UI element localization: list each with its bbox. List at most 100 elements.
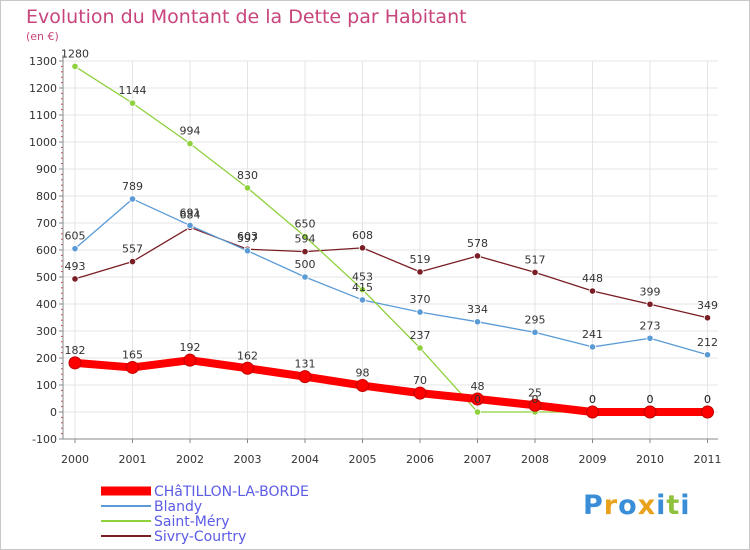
x-tick-label: 2000: [61, 453, 89, 466]
data-label-2: 994: [180, 125, 201, 138]
legend-label-1: Blandy: [154, 499, 202, 515]
data-label-1: 295: [525, 313, 546, 326]
series-point-1: [301, 273, 309, 281]
data-label-3: 399: [640, 285, 661, 298]
series-point-1: [358, 296, 367, 304]
data-label-2: 1144: [119, 84, 147, 97]
series-point-3: [531, 268, 539, 277]
proxiti-logo: Proxiti: [583, 490, 691, 521]
data-label-0: 98: [356, 367, 370, 380]
data-label-3: 608: [352, 229, 373, 242]
series-point-2: [128, 99, 137, 107]
series-point-2: [71, 62, 79, 71]
series-point-3: [703, 314, 712, 322]
logo-letter: i: [680, 490, 691, 521]
y-tick-label: 0: [50, 406, 57, 419]
data-label-1: 212: [697, 336, 718, 349]
data-label-0: 192: [180, 341, 201, 354]
data-label-1: 597: [237, 232, 258, 245]
x-tick-label: 2011: [694, 453, 722, 466]
y-tick-label: 700: [36, 217, 57, 230]
chart-unit-label: (en €): [26, 30, 59, 43]
data-label-2: 0: [589, 393, 596, 406]
series-point-2: [473, 408, 482, 416]
data-label-3: 349: [697, 299, 718, 312]
series-point-3: [71, 275, 79, 283]
y-tick-label: 1100: [29, 109, 57, 122]
data-label-3: 603: [237, 230, 258, 243]
y-tick-label: 1200: [29, 82, 57, 95]
chart-title: Evolution du Montant de la Dette par Hab…: [26, 6, 467, 28]
series-point-3: [301, 248, 309, 256]
x-tick-label: 2008: [521, 453, 549, 466]
series-point-3: [473, 252, 482, 260]
logo-letter: t: [666, 490, 681, 521]
y-tick-label: 200: [36, 352, 57, 365]
data-label-2: 453: [352, 271, 373, 284]
data-label-1: 370: [410, 293, 431, 306]
series-point-0: [183, 353, 197, 367]
data-label-1: 415: [352, 281, 373, 294]
series-point-2: [186, 140, 194, 148]
series-point-2: [358, 286, 367, 294]
data-label-1: 691: [180, 206, 201, 219]
data-label-0: 0: [704, 393, 711, 406]
y-tick-label: 100: [36, 379, 57, 392]
data-label-0: 162: [237, 349, 258, 362]
x-tick-label: 2003: [234, 453, 262, 466]
data-label-3: 684: [180, 208, 201, 221]
grid: [63, 60, 718, 440]
series-point-1: [71, 245, 79, 253]
y-tick-label: 500: [36, 271, 57, 284]
series-point-0: [356, 379, 369, 393]
x-tick-label: 2004: [291, 453, 319, 466]
series-point-1: [703, 351, 712, 359]
series-point-3: [128, 258, 137, 266]
series-line-3: [74, 226, 709, 319]
x-tick-label: 2006: [406, 453, 434, 466]
legend-label-0: CHâTILLON-LA-BORDE: [154, 484, 309, 500]
x-tick-label: 2010: [636, 453, 664, 466]
data-label-1: 605: [65, 230, 86, 243]
series-point-0: [241, 361, 254, 375]
data-label-0: 70: [413, 374, 427, 387]
data-label-0: 131: [295, 358, 316, 371]
data-label-3: 594: [295, 233, 316, 246]
y-tick-label: 900: [36, 163, 57, 176]
y-tick-label: -100: [32, 433, 57, 446]
series-point-0: [298, 370, 312, 384]
data-label-2: 1280: [61, 47, 89, 60]
series-point-3: [358, 244, 367, 252]
series-point-1: [186, 221, 194, 230]
data-label-2: 0: [532, 393, 539, 406]
data-label-0: 182: [65, 344, 86, 357]
data-label-2: 0: [704, 393, 711, 406]
series-point-0: [413, 386, 427, 400]
series-point-2: [416, 344, 424, 352]
x-tick-label: 2007: [464, 453, 492, 466]
y-tick-label: 1300: [29, 55, 57, 68]
series-point-0: [126, 360, 139, 374]
series-line-1: [74, 198, 709, 356]
legend-label-2: Saint-Méry: [154, 514, 230, 530]
series-point-2: [301, 232, 309, 241]
data-label-3: 517: [525, 253, 546, 266]
data-label-1: 789: [122, 180, 143, 193]
y-tick-label: 1000: [29, 136, 57, 149]
data-label-1: 273: [640, 319, 661, 332]
data-label-3: 557: [122, 243, 143, 256]
data-label-2: 0: [647, 393, 654, 406]
series-point-1: [531, 328, 539, 336]
data-label-1: 500: [295, 258, 316, 271]
series-point-3: [588, 287, 597, 295]
series-point-1: [128, 195, 137, 203]
series-point-0: [68, 356, 82, 370]
data-label-0: 165: [122, 348, 143, 361]
series-point-0: [701, 405, 714, 419]
series-point-0: [586, 405, 599, 419]
series-line-0: [71, 356, 712, 416]
data-label-2: 830: [237, 169, 258, 182]
y-tick-label: 800: [36, 190, 57, 203]
